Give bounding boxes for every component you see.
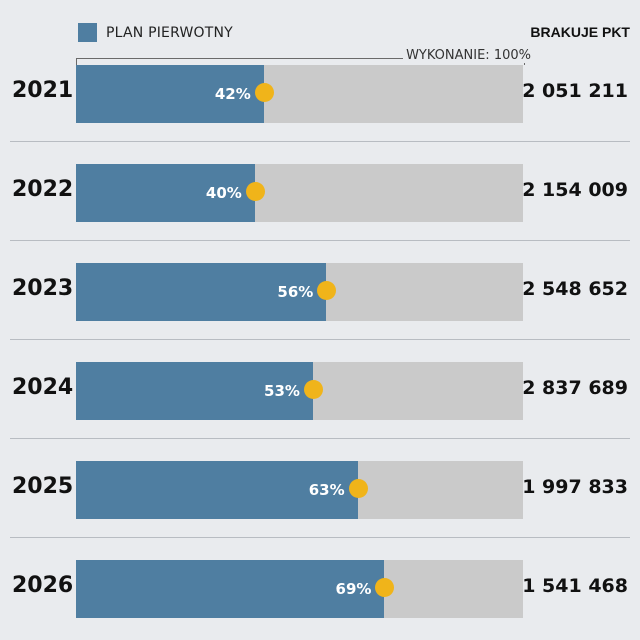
year-label: 2026 bbox=[12, 573, 74, 598]
bar-track: 56% bbox=[76, 263, 523, 321]
bar-fill bbox=[76, 164, 255, 222]
bar-row: 2026 69% 1 541 468 bbox=[0, 537, 640, 636]
completion-marker bbox=[348, 479, 368, 498]
bar-fill bbox=[76, 560, 385, 618]
bar-track: 69% bbox=[76, 560, 523, 618]
legend-label: PLAN PIERWOTNY bbox=[106, 24, 233, 41]
percent-label: 42% bbox=[214, 85, 251, 103]
completion-marker bbox=[375, 578, 395, 597]
bar-track: 63% bbox=[76, 461, 523, 519]
completion-marker bbox=[303, 380, 323, 399]
legend-swatch bbox=[78, 23, 97, 42]
percent-label: 40% bbox=[205, 184, 242, 202]
missing-points-value: 1 541 468 bbox=[522, 575, 628, 597]
completion-marker bbox=[254, 83, 274, 102]
bar-track: 53% bbox=[76, 362, 523, 420]
missing-points-value: 2 051 211 bbox=[522, 80, 628, 102]
bar-fill bbox=[76, 461, 358, 519]
completion-marker bbox=[317, 281, 337, 300]
missing-points-value: 1 997 833 bbox=[522, 476, 628, 498]
legend: PLAN PIERWOTNY bbox=[78, 23, 233, 42]
year-label: 2021 bbox=[12, 78, 74, 103]
percent-label: 53% bbox=[264, 382, 300, 400]
missing-points-value: 2 548 652 bbox=[522, 278, 628, 300]
bar-row: 2021 42% 2 051 211 bbox=[0, 42, 640, 141]
row-divider bbox=[10, 537, 630, 538]
bar-row: 2024 53% 2 837 689 bbox=[0, 339, 640, 438]
year-label: 2025 bbox=[12, 474, 74, 499]
percent-label: 63% bbox=[308, 481, 345, 499]
row-divider bbox=[10, 339, 630, 340]
bar-track: 40% bbox=[76, 164, 523, 222]
full-completion-label: WYKONANIE: 100% bbox=[403, 48, 534, 63]
bar-fill bbox=[76, 263, 327, 321]
bar-fill bbox=[76, 65, 264, 123]
missing-points-header: BRAKUJE PKT bbox=[530, 24, 630, 40]
bar-row: 2022 40% 2 154 009 bbox=[0, 141, 640, 240]
bar-row: 2025 63% 1 997 833 bbox=[0, 438, 640, 537]
percent-label: 69% bbox=[335, 580, 372, 598]
missing-points-value: 2 154 009 bbox=[522, 179, 628, 201]
percent-label: 56% bbox=[277, 283, 314, 301]
year-label: 2023 bbox=[12, 276, 74, 301]
completion-marker bbox=[245, 182, 265, 201]
bar-row: 2023 56% 2 548 652 bbox=[0, 240, 640, 339]
year-label: 2022 bbox=[12, 177, 74, 202]
row-divider bbox=[10, 240, 630, 241]
year-label: 2024 bbox=[12, 375, 74, 400]
row-divider bbox=[10, 141, 630, 142]
row-divider bbox=[10, 438, 630, 439]
missing-points-value: 2 837 689 bbox=[522, 377, 628, 399]
bar-track: 42% bbox=[76, 65, 523, 123]
bar-fill bbox=[76, 362, 313, 420]
